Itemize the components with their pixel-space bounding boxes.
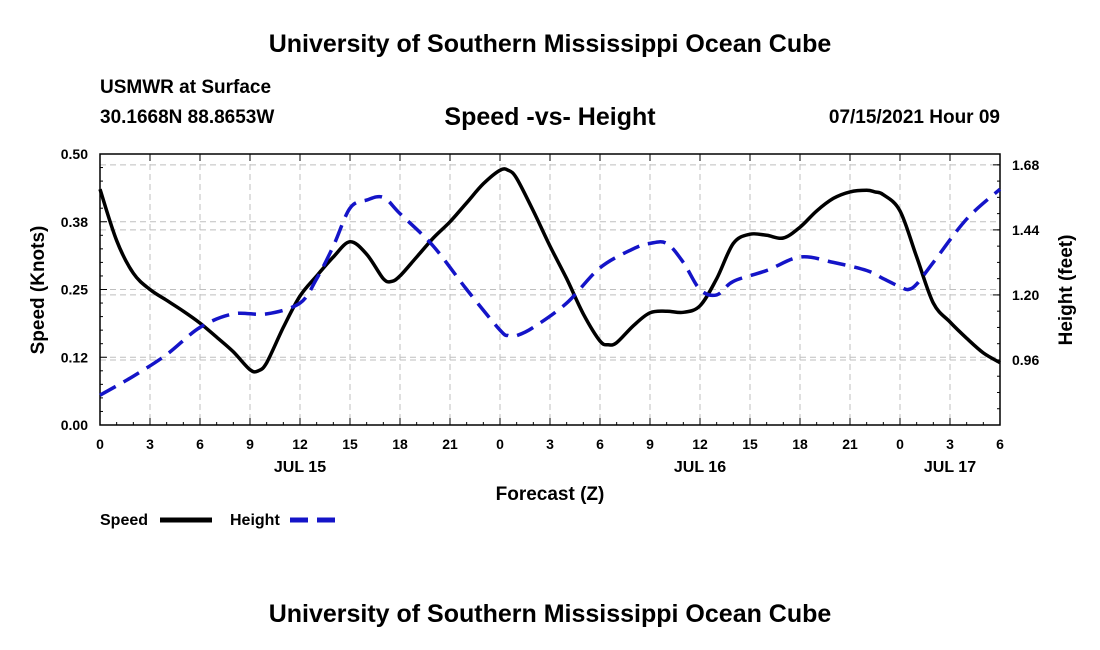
page-footer: University of Southern Mississippi Ocean… [268, 600, 832, 628]
day-label: JUL 15 [274, 459, 326, 476]
x-tick-label: 15 [342, 436, 358, 452]
height-series-line [99, 187, 1002, 397]
legend-label-height: Height [230, 512, 280, 529]
y-tick-label: 0.25 [61, 282, 88, 298]
x-tick-label: 9 [646, 436, 654, 452]
legend: Speed Height [100, 512, 343, 529]
day-label: JUL 16 [674, 459, 726, 476]
forecast-datetime: 07/15/2021 Hour 09 [828, 107, 1000, 128]
y2-tick-label: 0.96 [1012, 352, 1039, 368]
station-coords: 30.1668N 88.8653W [100, 107, 275, 128]
x-tick-label: 12 [292, 436, 308, 452]
page-title: University of Southern Mississippi Ocean… [268, 30, 832, 58]
x-tick-label: 18 [392, 436, 408, 452]
x-tick-label: 6 [196, 436, 204, 452]
x-tick-label: 6 [596, 436, 604, 452]
y2-axis-title: Height (feet) [1056, 235, 1077, 346]
x-tick-label: 18 [792, 436, 808, 452]
y2-tick-label: 1.68 [1012, 157, 1039, 173]
series [98, 167, 1002, 397]
x-tick-label: 3 [146, 436, 154, 452]
x-tick-label: 6 [996, 436, 1004, 452]
y2-tick-label: 1.20 [1012, 287, 1039, 303]
x-axis-title: Forecast (Z) [496, 484, 605, 505]
y-tick-label: 0.12 [61, 349, 88, 365]
x-tick-label: 15 [742, 436, 758, 452]
chart-title: Speed -vs- Height [444, 103, 656, 131]
x-tick-label: 9 [246, 436, 254, 452]
y-axis-title: Speed (Knots) [28, 226, 49, 355]
x-tick-label: 21 [442, 436, 458, 452]
y-tick-label: 0.38 [61, 214, 88, 230]
legend-label-speed: Speed [100, 512, 148, 529]
axis-labels: 0 3 6 9 12 15 18 21 0 3 6 9 12 15 18 21 0 3 6 0.00 0.12 0.25 0… [28, 103, 1077, 505]
grid [100, 154, 1000, 425]
x-tick-label: 21 [842, 436, 858, 452]
y-tick-label: 0.00 [61, 417, 88, 433]
x-tick-label: 0 [96, 436, 104, 452]
x-tick-label: 0 [896, 436, 904, 452]
x-tick-label: 12 [692, 436, 708, 452]
x-tick-label: 0 [496, 436, 504, 452]
speed-series-line [98, 167, 1001, 374]
y2-tick-label: 1.44 [1012, 222, 1039, 238]
y-tick-label: 0.50 [61, 146, 88, 162]
x-tick-label: 3 [546, 436, 554, 452]
x-tick-label: 3 [946, 436, 954, 452]
day-label: JUL 17 [924, 459, 976, 476]
station-label: USMWR at Surface [100, 77, 272, 98]
axis-ticks [99, 153, 1001, 426]
